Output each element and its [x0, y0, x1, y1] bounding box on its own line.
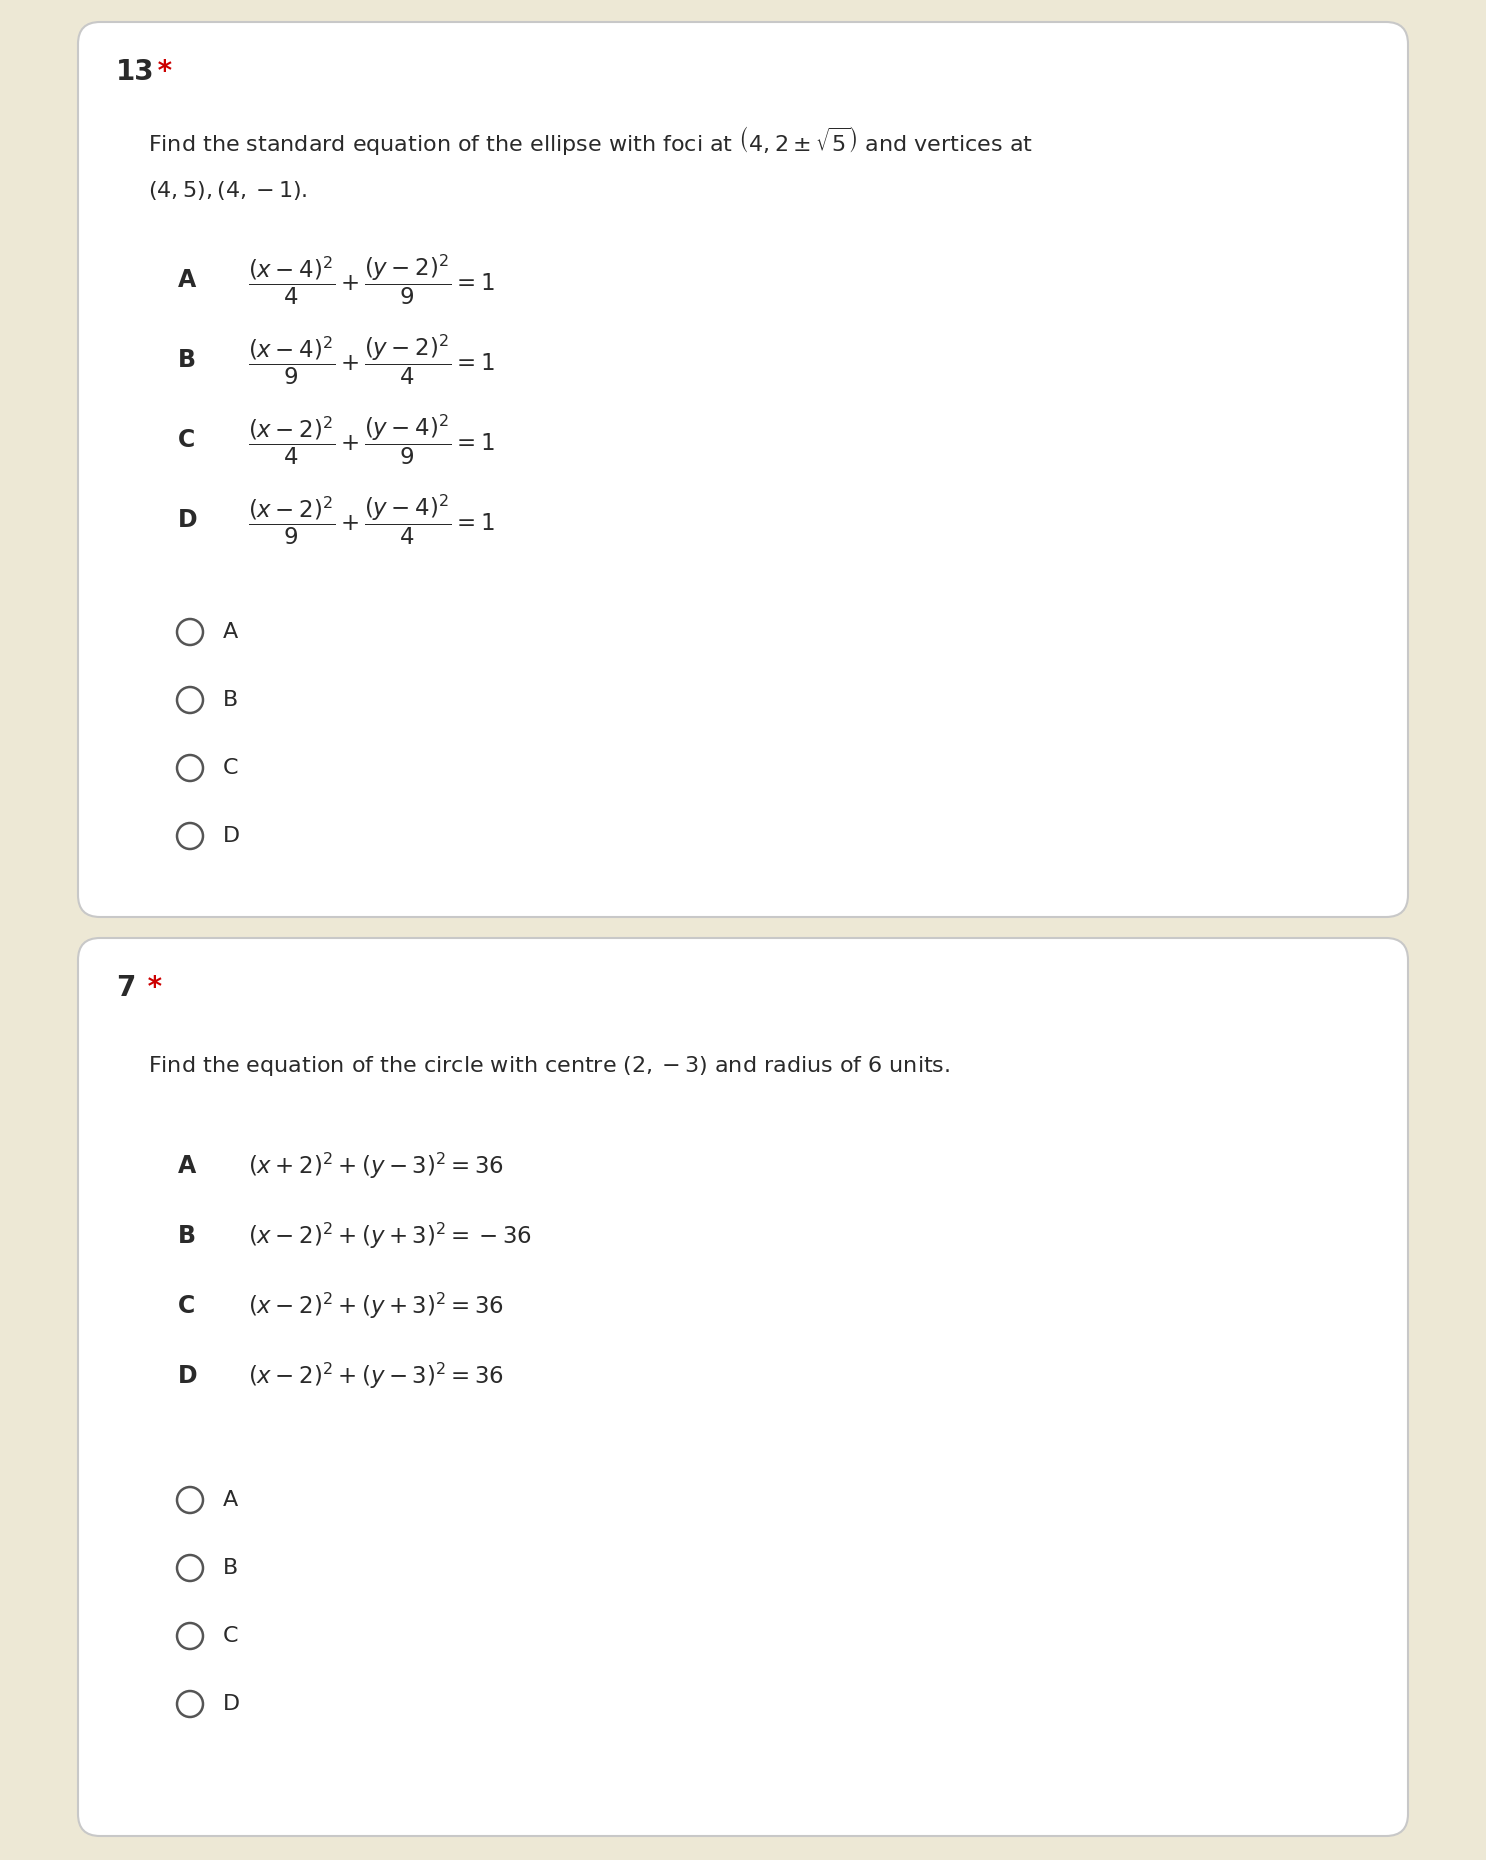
Text: $(x-2)^{2}+(y+3)^{2}=36$: $(x-2)^{2}+(y+3)^{2}=36$ — [248, 1291, 504, 1321]
Text: D: D — [178, 1363, 198, 1388]
Text: $\dfrac{(x-4)^{2}}{9}+\dfrac{(y-2)^{2}}{4}=1$: $\dfrac{(x-4)^{2}}{9}+\dfrac{(y-2)^{2}}{… — [248, 333, 495, 387]
Text: A: A — [178, 1153, 196, 1177]
Text: B: B — [178, 348, 196, 372]
Text: Find the standard equation of the ellipse with foci at $\left(4,2\pm\sqrt{5}\rig: Find the standard equation of the ellips… — [149, 123, 1033, 156]
Text: $(4,5),(4,-1)$.: $(4,5),(4,-1)$. — [149, 179, 308, 201]
FancyBboxPatch shape — [77, 22, 1409, 917]
Text: C: C — [178, 428, 195, 452]
Text: $\dfrac{(x-4)^{2}}{4}+\dfrac{(y-2)^{2}}{9}=1$: $\dfrac{(x-4)^{2}}{4}+\dfrac{(y-2)^{2}}{… — [248, 253, 495, 307]
Text: $(x-2)^{2}+(y+3)^{2}=-36$: $(x-2)^{2}+(y+3)^{2}=-36$ — [248, 1220, 532, 1252]
Text: C: C — [178, 1295, 195, 1319]
Text: B: B — [223, 690, 238, 711]
Text: *: * — [149, 58, 172, 86]
Text: C: C — [223, 759, 238, 777]
Text: $\dfrac{(x-2)^{2}}{4}+\dfrac{(y-4)^{2}}{9}=1$: $\dfrac{(x-2)^{2}}{4}+\dfrac{(y-4)^{2}}{… — [248, 413, 495, 467]
Text: C: C — [223, 1626, 238, 1646]
Text: *: * — [138, 975, 162, 1003]
Text: B: B — [178, 1224, 196, 1248]
Text: B: B — [223, 1559, 238, 1577]
Text: D: D — [223, 826, 241, 846]
Text: A: A — [223, 1490, 238, 1510]
Text: 7: 7 — [116, 975, 135, 1003]
Text: A: A — [223, 621, 238, 642]
Text: $(x-2)^{2}+(y-3)^{2}=36$: $(x-2)^{2}+(y-3)^{2}=36$ — [248, 1362, 504, 1391]
Text: 13: 13 — [116, 58, 155, 86]
Text: $(x+2)^{2}+(y-3)^{2}=36$: $(x+2)^{2}+(y-3)^{2}=36$ — [248, 1151, 504, 1181]
Text: A: A — [178, 268, 196, 292]
Text: Find the equation of the circle with centre $\left(2,-3\right)$ and radius of 6 : Find the equation of the circle with cen… — [149, 1055, 950, 1079]
Text: $\dfrac{(x-2)^{2}}{9}+\dfrac{(y-4)^{2}}{4}=1$: $\dfrac{(x-2)^{2}}{9}+\dfrac{(y-4)^{2}}{… — [248, 493, 495, 547]
FancyBboxPatch shape — [77, 937, 1409, 1836]
Text: D: D — [223, 1694, 241, 1715]
Text: D: D — [178, 508, 198, 532]
